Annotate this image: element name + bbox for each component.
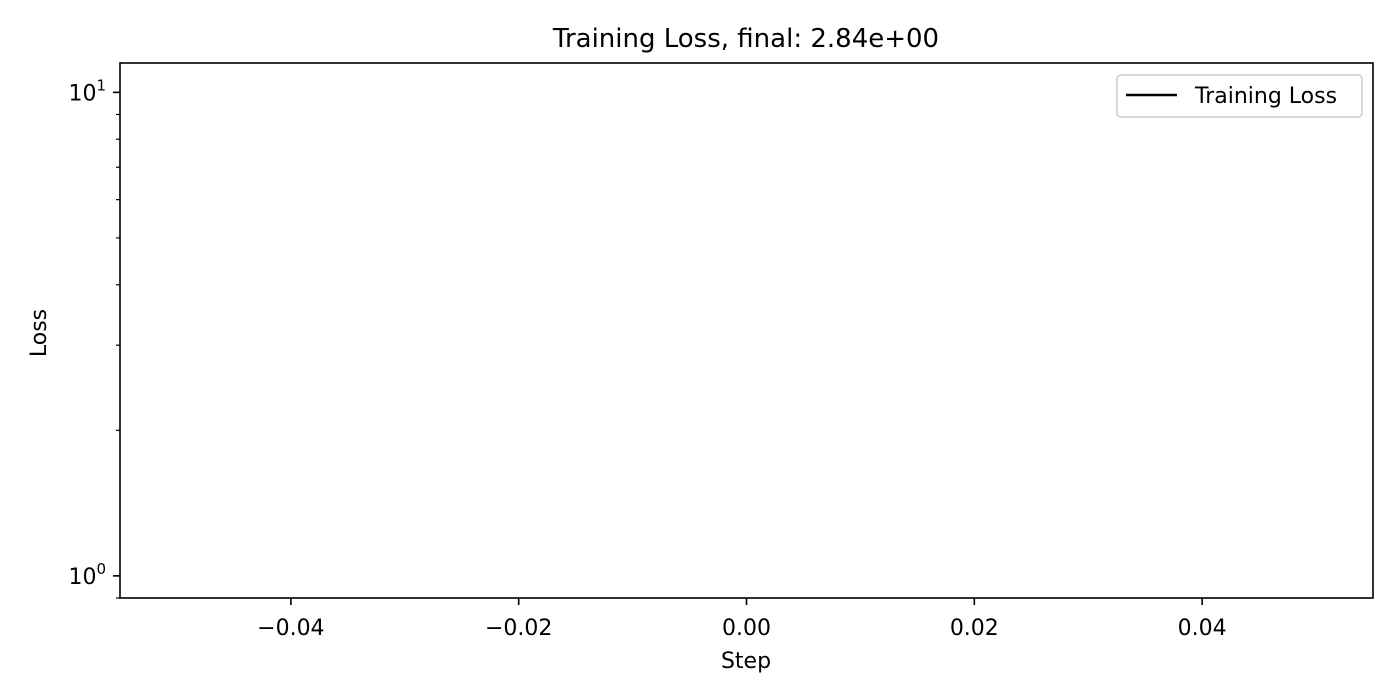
y-tick-exponent: 0 (96, 560, 106, 578)
y-tick-base: 10 (68, 565, 96, 590)
x-tick-label: 0.00 (722, 616, 771, 641)
legend-box (1116, 74, 1363, 118)
legend: Training Loss (1116, 74, 1363, 118)
x-axis-label: Step (721, 649, 771, 674)
x-tick-label: −0.02 (485, 616, 552, 641)
y-tick-label: 101 (68, 76, 106, 106)
y-axis-label: Loss (27, 309, 52, 357)
y-tick-label: 100 (68, 560, 106, 590)
x-tick-label: 0.02 (950, 616, 999, 641)
x-tick-label: −0.04 (257, 616, 324, 641)
x-tick-label: 0.04 (1178, 616, 1227, 641)
y-tick-base: 10 (68, 81, 96, 106)
y-tick-exponent: 1 (96, 76, 106, 94)
plot-frame (119, 62, 1374, 599)
chart-title: Training Loss, final: 2.84e+00 (552, 24, 939, 54)
legend-label: Training Loss (1194, 84, 1337, 109)
x-axis: −0.04 −0.02 0.00 0.02 0.04 (257, 598, 1227, 641)
plot-area (120, 63, 1373, 598)
